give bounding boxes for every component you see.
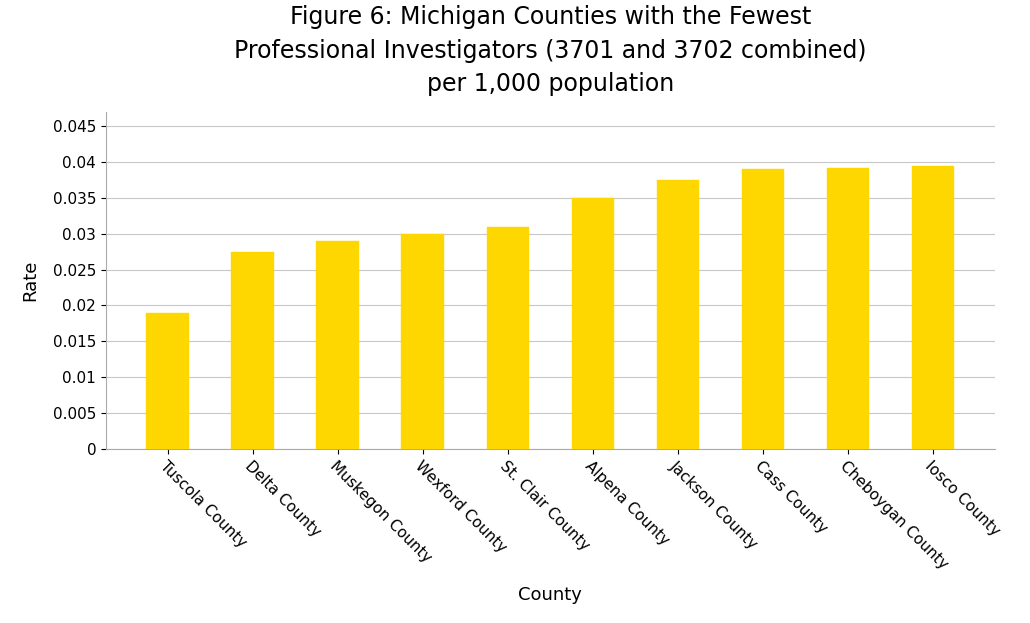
Bar — [232, 252, 274, 449]
Bar — [656, 180, 699, 449]
Bar — [146, 313, 188, 449]
Bar — [486, 227, 529, 449]
Bar — [827, 168, 869, 449]
Bar — [402, 234, 444, 449]
X-axis label: County: County — [518, 586, 582, 604]
Title: Figure 6: Michigan Counties with the Fewest
Professional Investigators (3701 and: Figure 6: Michigan Counties with the Few… — [234, 6, 866, 97]
Bar — [912, 166, 954, 449]
Bar — [316, 241, 358, 449]
Bar — [742, 169, 784, 449]
Bar — [572, 198, 614, 449]
Y-axis label: Rate: Rate — [21, 260, 39, 301]
